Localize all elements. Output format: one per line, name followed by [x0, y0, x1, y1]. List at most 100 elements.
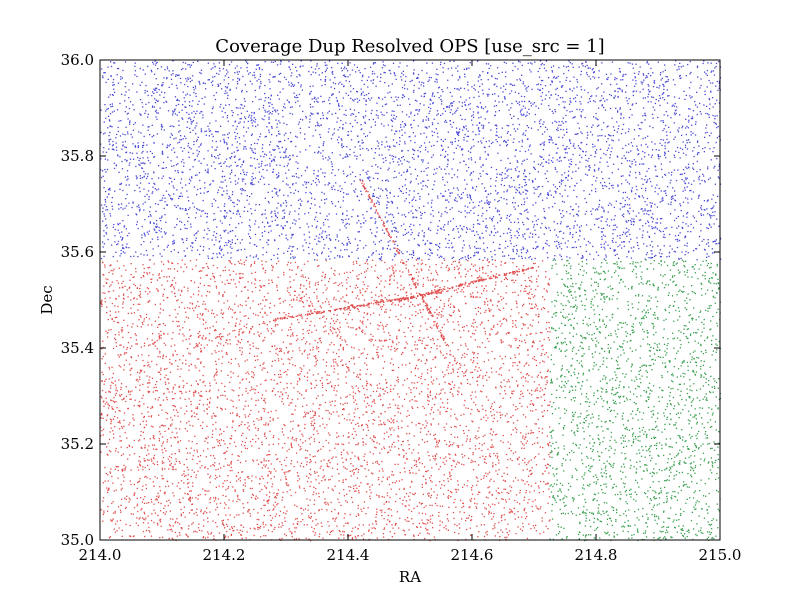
point-series-0 [457, 169, 459, 171]
point-series-0 [365, 99, 367, 101]
point-series-0 [141, 162, 144, 164]
point-series-0 [309, 103, 311, 106]
point-series-0 [602, 97, 604, 100]
point-series-0 [445, 238, 447, 240]
point-series-0 [381, 229, 384, 231]
point-series-0 [659, 142, 661, 144]
point-series-0 [400, 174, 403, 176]
point-series-0 [713, 240, 716, 242]
point-series-0 [633, 159, 635, 161]
point-series-0 [226, 69, 228, 71]
point-series-0 [664, 142, 666, 144]
point-series-0 [103, 243, 106, 245]
point-series-0 [275, 192, 277, 194]
point-series-0 [302, 65, 304, 67]
point-series-0 [703, 175, 705, 177]
point-series-0 [386, 190, 388, 192]
point-series-0 [656, 184, 658, 186]
point-series-0 [419, 151, 422, 153]
point-series-0 [644, 152, 646, 154]
point-series-0 [582, 256, 584, 258]
point-series-0 [115, 137, 117, 139]
point-series-0 [635, 193, 637, 195]
point-series-0 [107, 115, 110, 117]
point-series-0 [147, 157, 149, 159]
point-series-0 [478, 130, 480, 132]
point-series-0 [529, 144, 531, 146]
point-series-0 [710, 71, 712, 73]
point-series-0 [539, 67, 541, 70]
point-series-0 [280, 72, 282, 75]
point-series-0 [605, 241, 607, 243]
point-series-0 [438, 86, 441, 88]
point-series-0 [125, 228, 127, 230]
point-series-0 [699, 102, 701, 105]
point-series-0 [522, 81, 524, 83]
point-series-0 [477, 60, 479, 62]
point-series-0 [105, 190, 107, 193]
point-series-0 [337, 189, 339, 192]
point-series-0 [259, 75, 261, 78]
point-series-0 [589, 167, 591, 169]
point-series-0 [675, 150, 677, 152]
point-series-0 [212, 106, 214, 108]
point-series-0 [428, 193, 430, 195]
point-series-0 [305, 117, 307, 119]
point-series-0 [295, 173, 297, 175]
point-series-0 [262, 151, 264, 153]
point-series-0 [395, 116, 398, 118]
point-series-0 [141, 237, 143, 239]
point-series-0 [316, 65, 318, 67]
point-series-0 [587, 91, 589, 94]
point-series-0 [222, 116, 224, 118]
point-series-0 [185, 184, 187, 186]
point-series-0 [359, 145, 361, 147]
point-series-0 [436, 195, 439, 197]
point-series-0 [436, 114, 438, 116]
point-series-0 [676, 227, 678, 229]
point-series-0 [630, 221, 633, 223]
point-series-0 [154, 188, 156, 190]
point-series-0 [561, 200, 564, 203]
point-series-0 [147, 116, 149, 118]
point-series-0 [567, 225, 569, 227]
point-series-0 [457, 133, 459, 136]
point-series-0 [320, 227, 322, 229]
point-series-0 [158, 226, 160, 229]
point-series-0 [237, 178, 240, 180]
point-series-0 [287, 163, 289, 165]
point-series-0 [365, 100, 367, 102]
point-series-0 [585, 250, 587, 252]
point-series-0 [328, 99, 330, 101]
point-series-0 [182, 241, 185, 244]
point-series-0 [549, 190, 551, 192]
point-series-0 [479, 201, 481, 203]
point-series-0 [569, 257, 571, 259]
point-series-0 [457, 144, 459, 147]
point-series-0 [710, 226, 712, 228]
point-series-0 [383, 71, 385, 74]
point-series-0 [580, 114, 582, 117]
point-series-0 [427, 228, 430, 231]
point-series-0 [188, 104, 191, 107]
point-series-0 [314, 96, 316, 98]
point-series-0 [126, 113, 128, 115]
point-series-0 [209, 130, 212, 132]
point-series-0 [446, 165, 448, 168]
point-series-0 [713, 223, 715, 225]
point-series-0 [489, 234, 491, 236]
point-series-0 [149, 206, 151, 208]
point-series-0 [486, 227, 488, 229]
point-series-0 [448, 234, 450, 236]
point-series-0 [192, 166, 194, 168]
point-series-0 [236, 71, 238, 73]
point-series-0 [425, 167, 427, 170]
point-series-0 [668, 141, 670, 143]
point-series-0 [117, 67, 120, 70]
point-series-0 [447, 68, 449, 70]
point-series-0 [622, 75, 624, 77]
point-series-0 [491, 218, 494, 220]
point-series-0 [169, 195, 171, 197]
point-series-0 [100, 131, 102, 134]
point-series-0 [503, 61, 505, 63]
